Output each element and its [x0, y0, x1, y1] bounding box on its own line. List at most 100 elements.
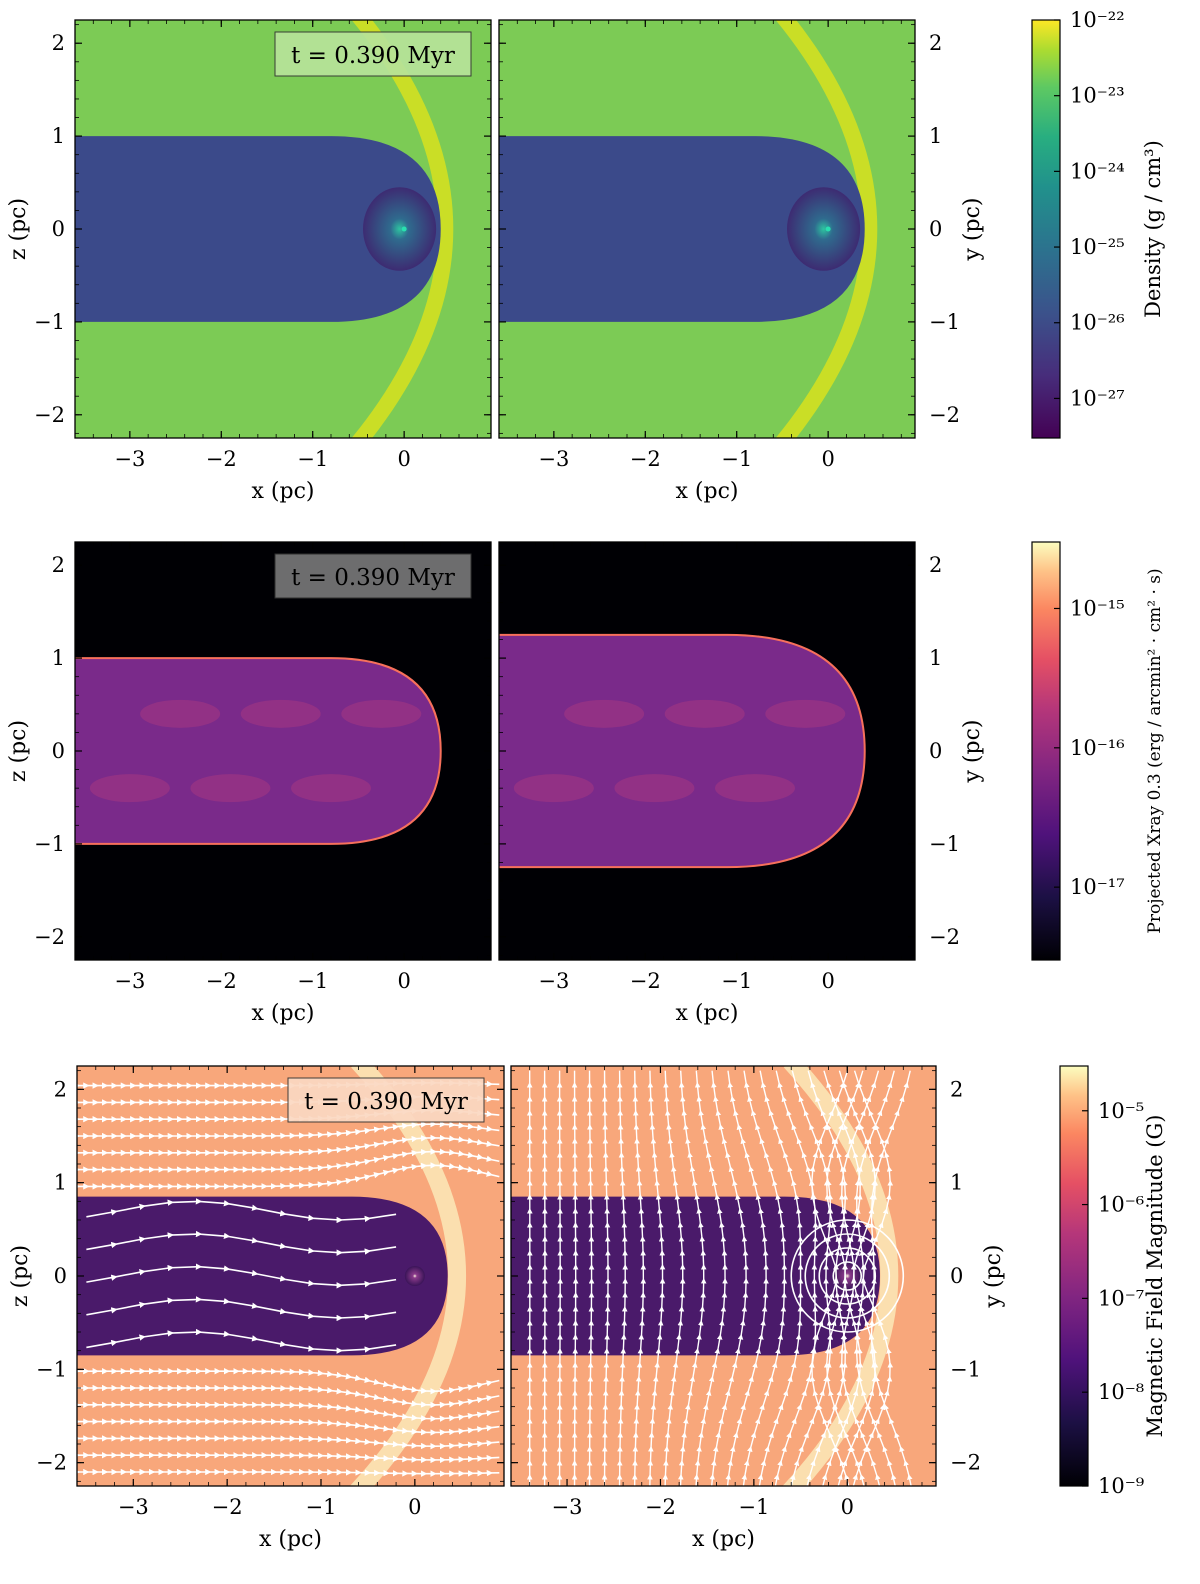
- x-tick-label: 0: [821, 447, 834, 471]
- time-annotation: t = 0.390 Myr: [291, 43, 455, 69]
- panel-0-0-image: [75, 20, 491, 438]
- y-tick-label: 2: [950, 1077, 963, 1101]
- panel-2-0: −3 −2 −1 0 x (pc) −2 −1 0 1 2 z (pc) t = 0.390 Myr: [8, 1065, 505, 1552]
- panel-2-1-image: [511, 1066, 936, 1486]
- streamline: [601, 1070, 611, 1486]
- wind-cavity: [499, 136, 865, 322]
- streamlines: [526, 1070, 913, 1486]
- streamline: [77, 1435, 500, 1450]
- streamline: [86, 1296, 397, 1322]
- xray-filament: [664, 699, 745, 728]
- xray-filament: [240, 699, 321, 728]
- xray-filament: [341, 699, 422, 728]
- x-tick-label: −2: [206, 447, 237, 471]
- wind-bubble: [787, 187, 861, 271]
- colorbar-gradient: [1031, 19, 1061, 439]
- axes: −3 −2 −1 0 x (pc) −2 −1 0 1 2 y (pc): [510, 1066, 1006, 1552]
- y-axis-label: z (pc): [6, 198, 31, 260]
- time-annotation-box: [274, 553, 472, 599]
- y-tick-label: 0: [950, 1264, 963, 1288]
- panel-0-1-image: [499, 20, 915, 438]
- xray-filament: [564, 699, 645, 728]
- xray-filament: [140, 699, 221, 728]
- y-tick-label: 0: [54, 1264, 67, 1288]
- y-tick-label: 1: [52, 124, 65, 148]
- streamline: [86, 1328, 397, 1354]
- loop-streamline: [790, 1219, 905, 1333]
- axes: −3 −2 −1 0 x (pc) −2 −1 0 1 2 y (pc): [498, 542, 985, 1026]
- bow-shock: [351, 20, 454, 438]
- y-tick-label: 2: [929, 31, 942, 55]
- colorbar-tick-label: 10⁻¹⁵: [1070, 596, 1125, 620]
- star-point: [401, 226, 407, 232]
- colorbar-label: Projected Xray 0.3 (erg / arcmin² · cm² …: [1145, 568, 1165, 933]
- y-tick-label: 0: [52, 739, 65, 763]
- streamline: [77, 1120, 500, 1140]
- colorbar-tick-label: 10⁻¹⁶: [1070, 736, 1125, 760]
- y-tick-label: 0: [929, 739, 942, 763]
- colorbar-tick-label: 10⁻⁹: [1098, 1474, 1144, 1498]
- xray-tail: [75, 657, 442, 845]
- colorbar-tick-label: 10⁻²³: [1070, 84, 1125, 108]
- y-tick-label: 2: [52, 31, 65, 55]
- x-tick-label: −2: [630, 447, 661, 471]
- streamline: [556, 1070, 563, 1486]
- wind-cavity: [75, 136, 441, 322]
- x-tick-label: −2: [630, 969, 661, 993]
- y-tick-label: 1: [929, 646, 942, 670]
- xray-filament: [614, 774, 695, 803]
- x-tick-label: −1: [297, 969, 328, 993]
- panel-0-1: −3 −2 −1 0 x (pc) −2 −1 0 1 2 y (pc): [498, 19, 985, 504]
- y-tick-label: −2: [929, 925, 960, 949]
- x-tick-label: −3: [118, 1495, 149, 1519]
- y-tick-label: 1: [52, 646, 65, 670]
- colorbar-tick-label: 10⁻²⁵: [1070, 235, 1125, 259]
- wind-bubble: [363, 187, 437, 271]
- x-tick-label: 0: [397, 447, 410, 471]
- x-axis-label: x (pc): [259, 1527, 322, 1552]
- streamlines: [77, 1079, 500, 1477]
- time-annotation-box: [274, 31, 472, 77]
- colorbar-label: Magnetic Field Magnitude (G): [1143, 1115, 1167, 1438]
- y-tick-label: −2: [34, 403, 65, 427]
- streamline: [77, 1367, 500, 1395]
- x-tick-label: −1: [738, 1495, 769, 1519]
- colorbar-tick-label: 10⁻⁸: [1098, 1380, 1144, 1404]
- x-tick-label: −2: [206, 969, 237, 993]
- streamline: [77, 1451, 500, 1464]
- x-axis-label: x (pc): [676, 1001, 739, 1026]
- y-tick-label: 1: [929, 124, 942, 148]
- x-tick-label: −3: [538, 969, 569, 993]
- y-tick-label: 1: [54, 1171, 67, 1195]
- y-tick-label: −2: [950, 1451, 981, 1475]
- colorbar-tick-label: 10⁻²⁴: [1070, 159, 1125, 183]
- y-tick-label: 2: [54, 1077, 67, 1101]
- x-tick-label: −2: [212, 1495, 243, 1519]
- colorbar-2: 10⁻⁵ 10⁻⁶ 10⁻⁷ 10⁻⁸ 10⁻⁹ Magnetic Field Magni…: [1059, 1065, 1167, 1498]
- y-tick-label: 0: [52, 217, 65, 241]
- x-tick-label: −3: [114, 969, 145, 993]
- x-tick-label: −1: [721, 969, 752, 993]
- streamline: [86, 1198, 397, 1224]
- xray-filament: [765, 699, 846, 728]
- x-tick-label: 0: [408, 1495, 421, 1519]
- y-tick-label: −1: [34, 310, 65, 334]
- colorbar-tick-label: 10⁻¹⁷: [1070, 875, 1125, 899]
- colorbar-gradient: [1031, 541, 1061, 961]
- y-tick-label: 0: [929, 217, 942, 241]
- panel-2-0-image: [77, 1066, 504, 1486]
- x-tick-label: 0: [397, 969, 410, 993]
- xray-filament: [513, 774, 594, 803]
- y-axis-label: z (pc): [6, 720, 31, 782]
- star-bubble: [404, 1266, 425, 1286]
- x-tick-label: −3: [538, 447, 569, 471]
- colorbar-gradient: [1059, 1065, 1089, 1487]
- loop-streamline: [804, 1233, 891, 1319]
- y-tick-label: 1: [950, 1171, 963, 1195]
- panel-0-0: −3 −2 −1 0 x (pc) −2 −1 0 1 2 z (pc) t = 0.390 Myr: [6, 19, 492, 504]
- streamline: [631, 1070, 647, 1486]
- xray-filament: [715, 774, 795, 803]
- x-tick-label: −2: [645, 1495, 676, 1519]
- y-tick-label: −2: [36, 1451, 67, 1475]
